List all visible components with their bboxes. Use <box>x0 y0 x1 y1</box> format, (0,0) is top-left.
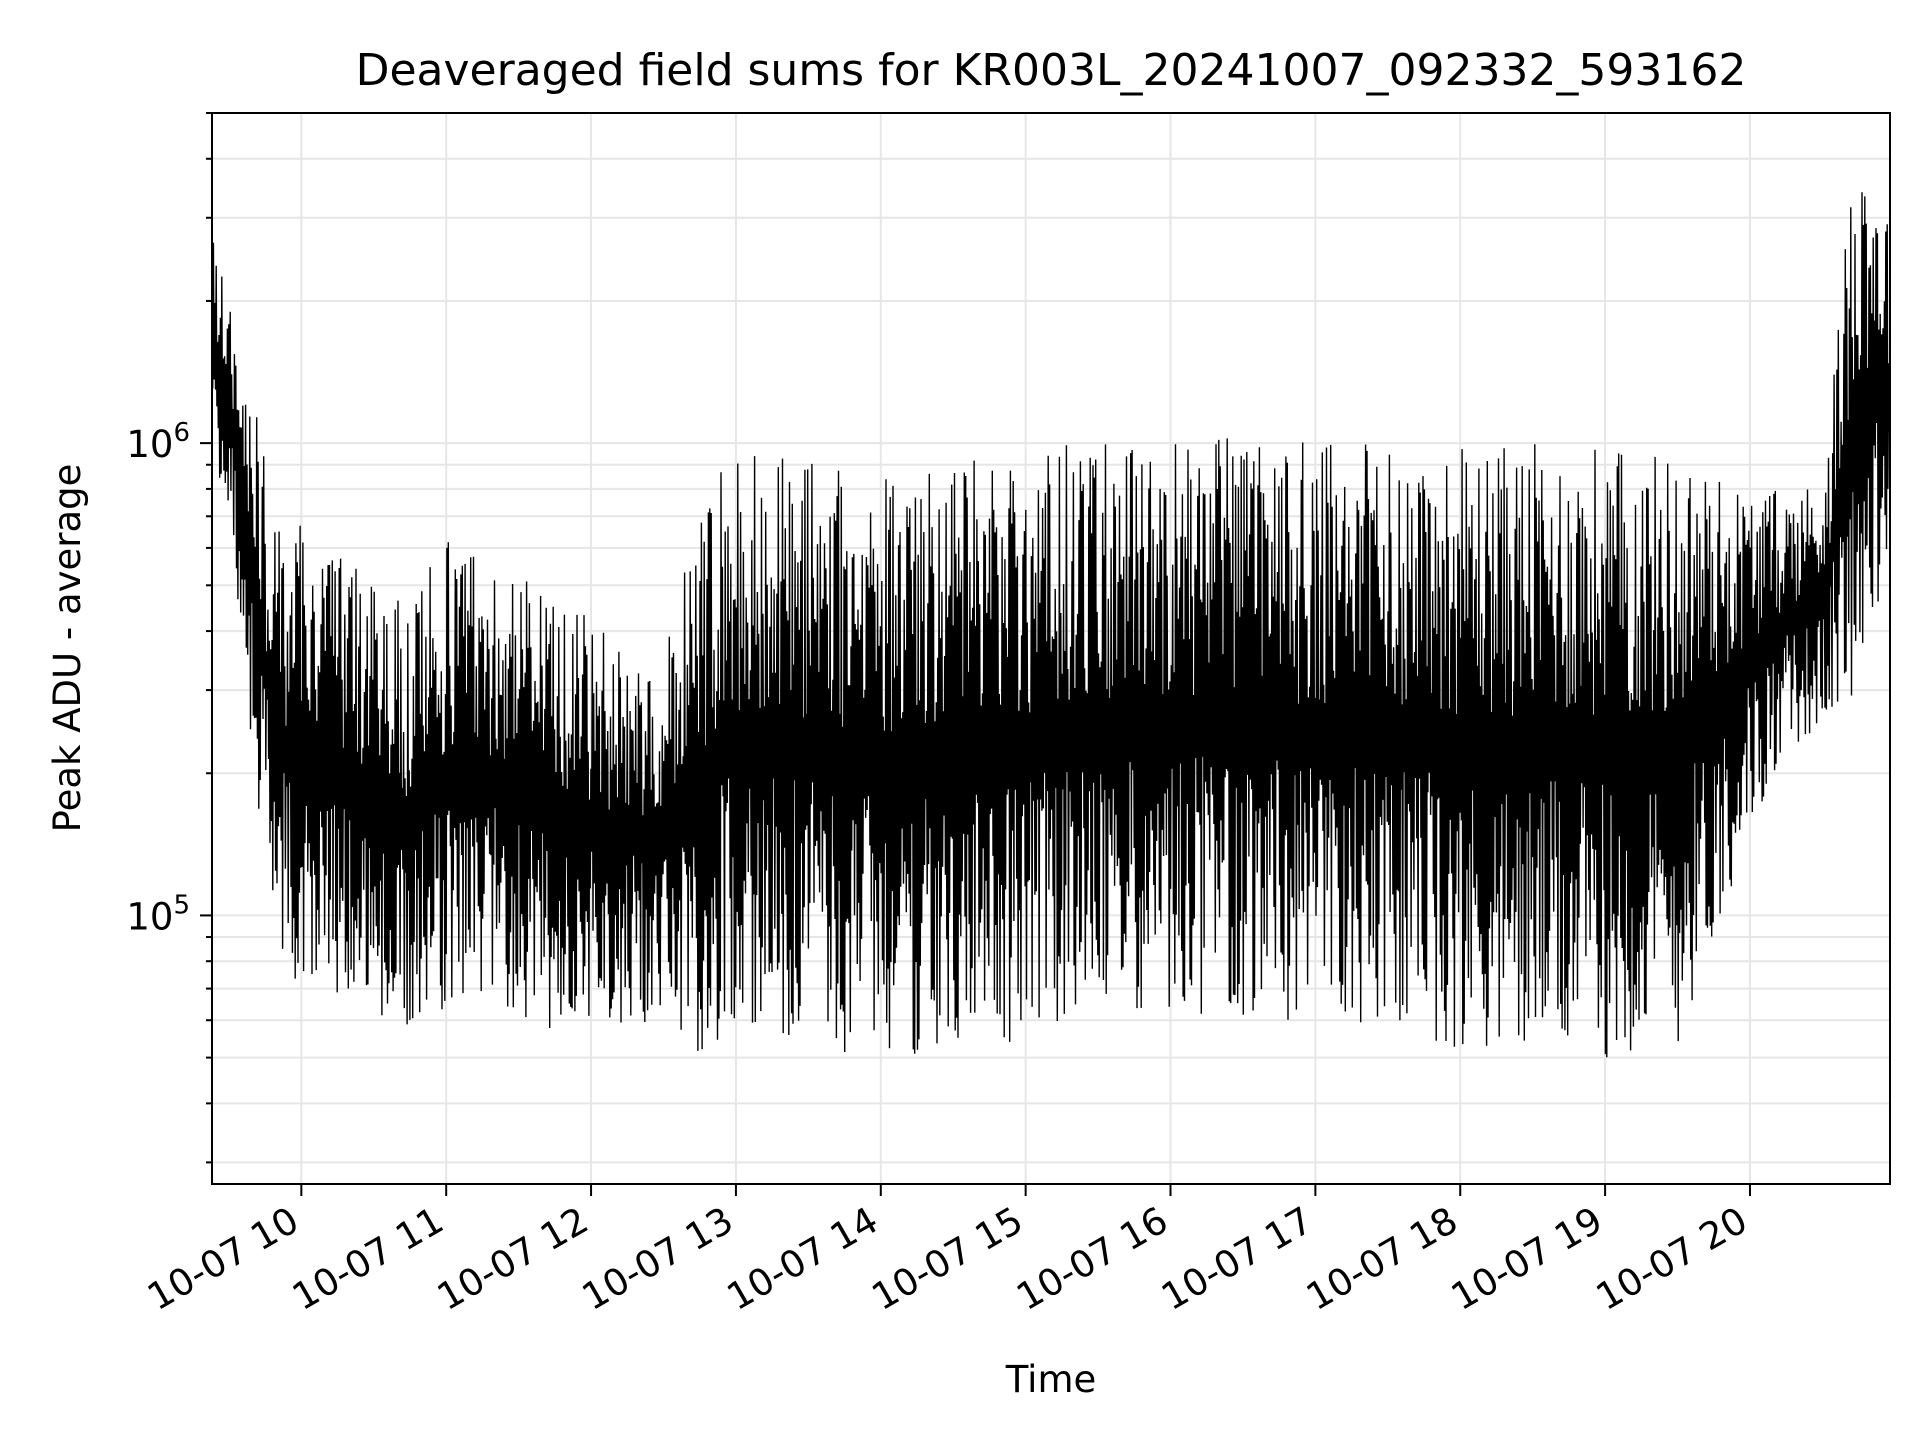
x-tick-label: 10-07 18 <box>1299 1199 1465 1319</box>
x-tick-label: 10-07 19 <box>1444 1199 1610 1319</box>
x-tick-label: 10-07 10 <box>140 1199 306 1319</box>
x-tick-label: 10-07 14 <box>720 1199 886 1319</box>
x-tick-label: 10-07 17 <box>1154 1199 1320 1319</box>
x-tick-label: 10-07 12 <box>430 1199 596 1319</box>
data-series-line <box>211 192 1891 1058</box>
x-tick-label: 10-07 15 <box>865 1199 1031 1319</box>
chart-title: Deaveraged field sums for KR003L_2024100… <box>356 45 1747 96</box>
series-trace <box>211 192 1891 1058</box>
y-tick-label: 106 <box>126 418 190 466</box>
x-tick-label: 10-07 20 <box>1589 1199 1755 1319</box>
x-tick-label: 10-07 13 <box>575 1199 741 1319</box>
y-axis-ticks: 105 106 <box>126 112 212 1164</box>
x-tick-label: 10-07 11 <box>285 1199 451 1319</box>
y-axis-label: Peak ADU - average <box>46 464 89 833</box>
x-axis-label: Time <box>1005 1358 1097 1401</box>
plot-frame <box>211 112 1891 1185</box>
x-tick-label: 10-07 16 <box>1009 1199 1175 1319</box>
y-tick-label: 105 <box>126 890 190 938</box>
